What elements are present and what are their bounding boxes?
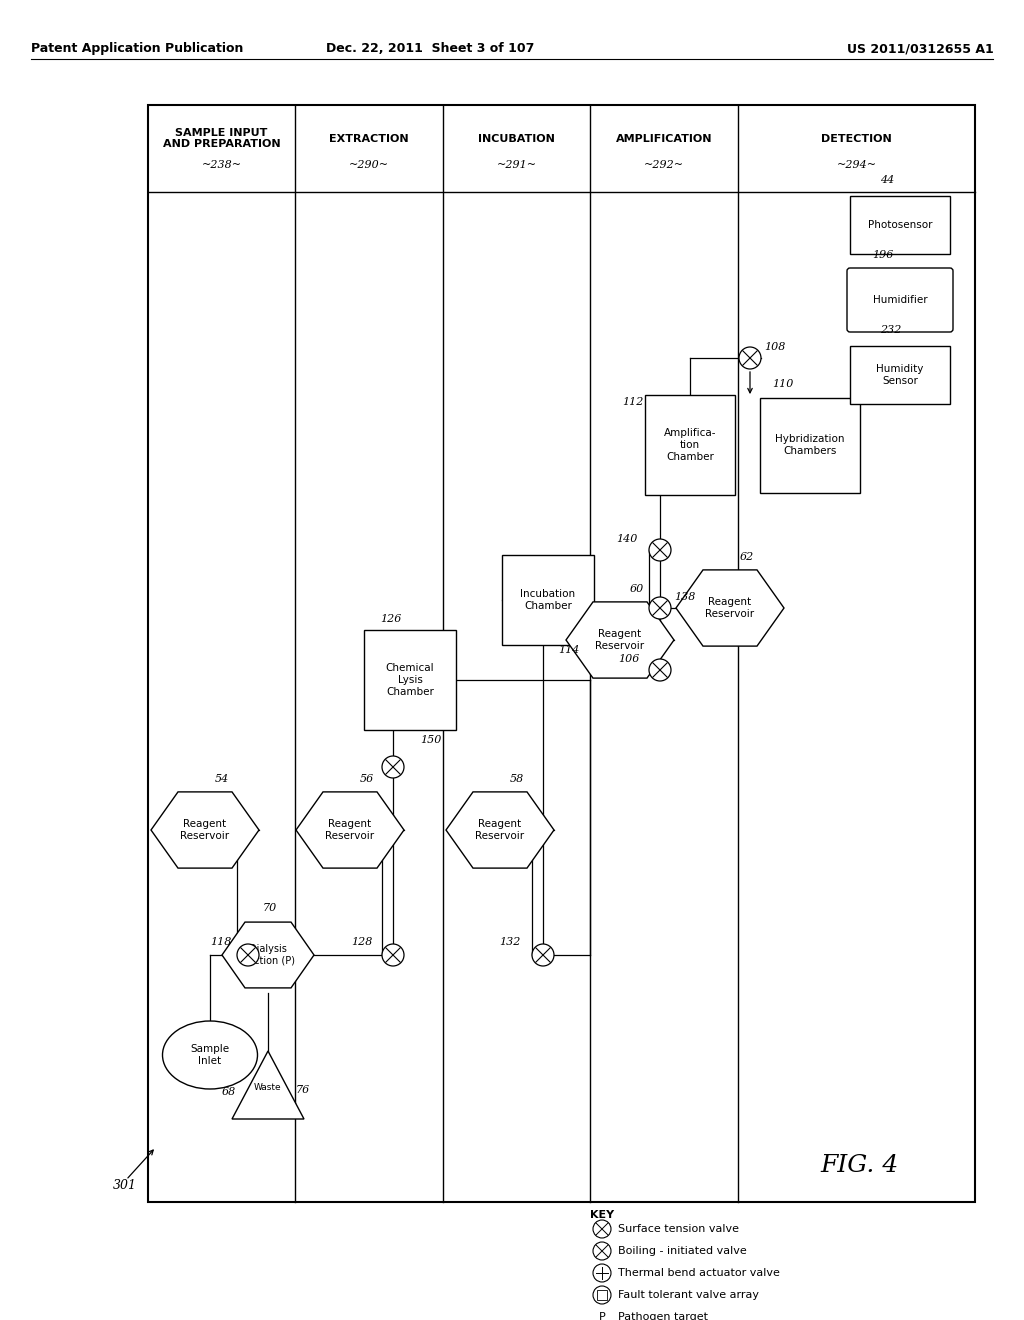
Polygon shape bbox=[296, 792, 404, 869]
Circle shape bbox=[649, 597, 671, 619]
Text: Patent Application Publication: Patent Application Publication bbox=[31, 42, 243, 55]
Text: Thermal bend actuator valve: Thermal bend actuator valve bbox=[618, 1269, 780, 1278]
Polygon shape bbox=[151, 792, 259, 869]
Text: 60: 60 bbox=[630, 583, 644, 594]
Text: 196: 196 bbox=[872, 249, 893, 260]
Text: 110: 110 bbox=[772, 379, 794, 389]
Text: Dialysis
Section (P): Dialysis Section (P) bbox=[242, 944, 295, 966]
Text: EXTRACTION: EXTRACTION bbox=[329, 133, 409, 144]
Text: 140: 140 bbox=[616, 535, 637, 544]
Polygon shape bbox=[850, 195, 950, 253]
Text: Pathogen target: Pathogen target bbox=[618, 1312, 708, 1320]
Text: Boiling - initiated valve: Boiling - initiated valve bbox=[618, 1246, 746, 1257]
Polygon shape bbox=[222, 923, 314, 987]
Polygon shape bbox=[645, 395, 735, 495]
Circle shape bbox=[593, 1286, 611, 1304]
Text: 68: 68 bbox=[222, 1086, 237, 1097]
Text: 108: 108 bbox=[764, 342, 785, 352]
Text: 112: 112 bbox=[622, 397, 643, 407]
Text: 301: 301 bbox=[113, 1179, 137, 1192]
Text: 70: 70 bbox=[263, 903, 278, 913]
FancyBboxPatch shape bbox=[847, 268, 953, 333]
Circle shape bbox=[649, 539, 671, 561]
Text: ~290~: ~290~ bbox=[349, 160, 389, 169]
Text: Sample
Inlet: Sample Inlet bbox=[190, 1044, 229, 1065]
Text: 150: 150 bbox=[420, 735, 441, 744]
Circle shape bbox=[382, 756, 404, 777]
Polygon shape bbox=[446, 792, 554, 869]
Circle shape bbox=[649, 659, 671, 681]
Text: Humidity
Sensor: Humidity Sensor bbox=[877, 364, 924, 385]
Text: AMPLIFICATION: AMPLIFICATION bbox=[615, 133, 713, 144]
Text: 232: 232 bbox=[880, 325, 901, 335]
Text: Reagent
Reservoir: Reagent Reservoir bbox=[595, 630, 644, 651]
Text: 106: 106 bbox=[618, 653, 639, 664]
Text: Surface tension valve: Surface tension valve bbox=[618, 1224, 739, 1234]
Polygon shape bbox=[676, 570, 784, 645]
Circle shape bbox=[593, 1265, 611, 1282]
Text: 126: 126 bbox=[380, 614, 401, 624]
Text: Fault tolerant valve array: Fault tolerant valve array bbox=[618, 1290, 759, 1300]
Text: P: P bbox=[599, 1312, 605, 1320]
Text: DETECTION: DETECTION bbox=[821, 133, 892, 144]
Text: ~291~: ~291~ bbox=[497, 160, 537, 169]
Circle shape bbox=[593, 1220, 611, 1238]
Circle shape bbox=[237, 944, 259, 966]
Text: Amplifica-
tion
Chamber: Amplifica- tion Chamber bbox=[664, 429, 716, 462]
Text: Hybridization
Chambers: Hybridization Chambers bbox=[775, 434, 845, 455]
Circle shape bbox=[739, 347, 761, 370]
Polygon shape bbox=[850, 346, 950, 404]
Text: 62: 62 bbox=[740, 552, 755, 562]
Text: ~238~: ~238~ bbox=[202, 160, 242, 169]
Polygon shape bbox=[760, 397, 860, 492]
Text: FIG. 4: FIG. 4 bbox=[820, 1154, 898, 1176]
Text: Chemical
Lysis
Chamber: Chemical Lysis Chamber bbox=[386, 664, 434, 697]
Text: 114: 114 bbox=[558, 645, 580, 655]
Text: Reagent
Reservoir: Reagent Reservoir bbox=[326, 820, 375, 841]
Text: Humidifier: Humidifier bbox=[872, 294, 928, 305]
Text: Reagent
Reservoir: Reagent Reservoir bbox=[180, 820, 229, 841]
Circle shape bbox=[532, 944, 554, 966]
Text: KEY: KEY bbox=[590, 1210, 614, 1220]
Text: ~292~: ~292~ bbox=[644, 160, 684, 169]
Text: 128: 128 bbox=[351, 937, 373, 946]
Text: 44: 44 bbox=[880, 176, 894, 185]
Text: SAMPLE INPUT
AND PREPARATION: SAMPLE INPUT AND PREPARATION bbox=[163, 128, 281, 149]
Ellipse shape bbox=[163, 1020, 257, 1089]
Text: Reagent
Reservoir: Reagent Reservoir bbox=[706, 597, 755, 619]
Text: Photosensor: Photosensor bbox=[867, 220, 932, 230]
Text: Incubation
Chamber: Incubation Chamber bbox=[520, 589, 575, 611]
Text: 132: 132 bbox=[499, 937, 520, 946]
Text: ~294~: ~294~ bbox=[837, 160, 877, 169]
Text: Waste: Waste bbox=[254, 1084, 282, 1093]
Circle shape bbox=[593, 1242, 611, 1261]
Text: Dec. 22, 2011  Sheet 3 of 107: Dec. 22, 2011 Sheet 3 of 107 bbox=[326, 42, 535, 55]
Text: 118: 118 bbox=[210, 937, 231, 946]
Text: 76: 76 bbox=[296, 1085, 310, 1096]
Text: 56: 56 bbox=[360, 774, 374, 784]
Polygon shape bbox=[566, 602, 674, 678]
Text: 54: 54 bbox=[215, 774, 229, 784]
Polygon shape bbox=[364, 630, 456, 730]
Text: US 2011/0312655 A1: US 2011/0312655 A1 bbox=[847, 42, 993, 55]
Text: INCUBATION: INCUBATION bbox=[478, 133, 555, 144]
Polygon shape bbox=[232, 1051, 304, 1119]
Text: Reagent
Reservoir: Reagent Reservoir bbox=[475, 820, 524, 841]
Text: 138: 138 bbox=[674, 591, 695, 602]
Circle shape bbox=[382, 944, 404, 966]
Text: 58: 58 bbox=[510, 774, 524, 784]
Polygon shape bbox=[502, 554, 594, 645]
